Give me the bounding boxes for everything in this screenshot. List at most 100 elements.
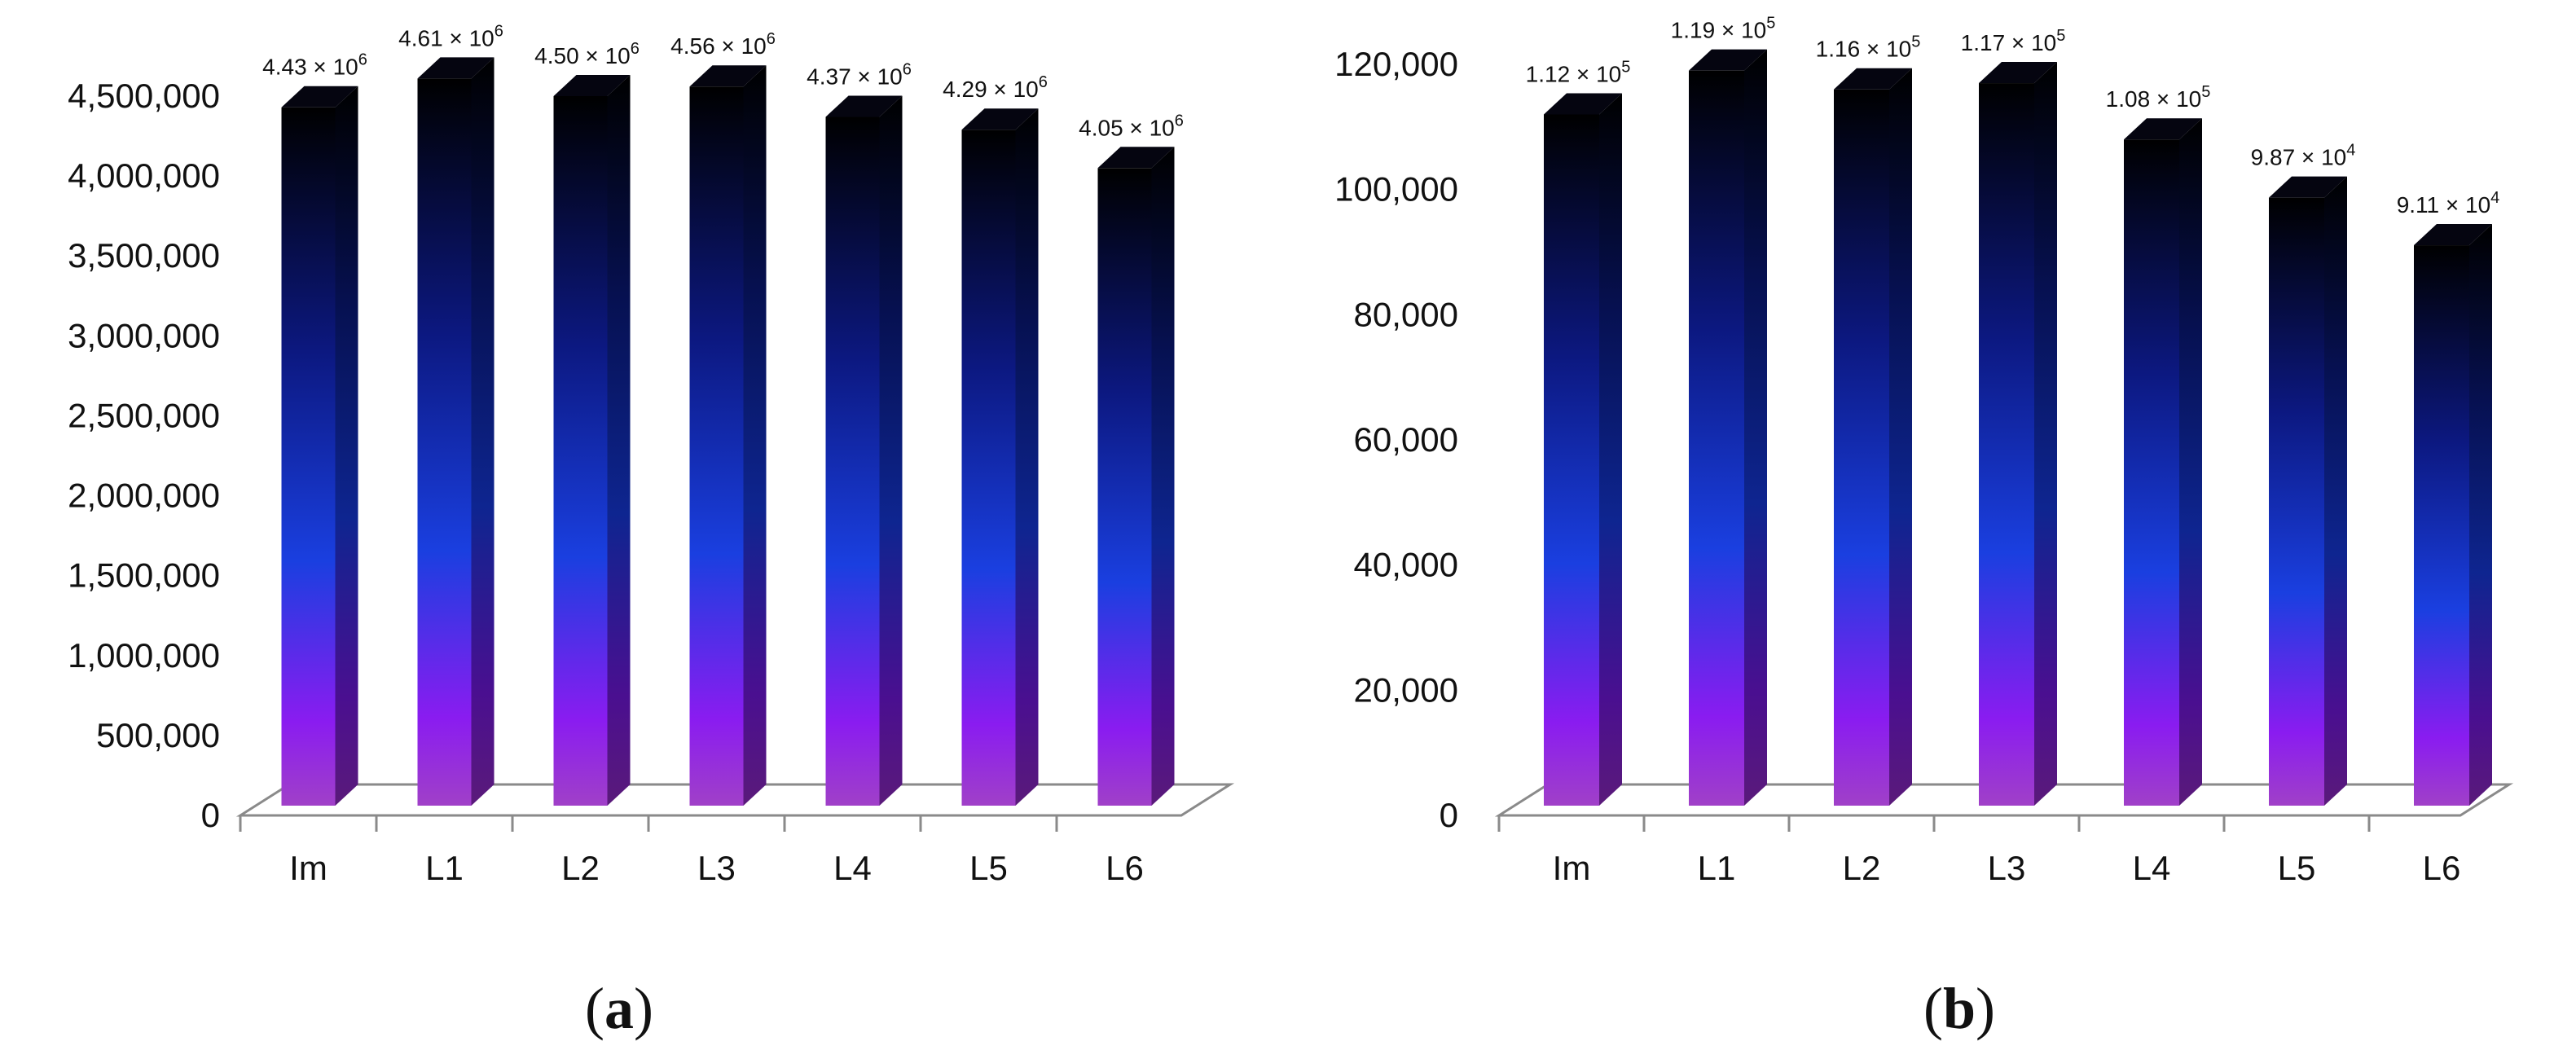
bar [417,57,495,806]
data-label-mantissa: 4.61 × 10 [398,25,495,51]
bar [2269,176,2347,806]
bar-top [417,57,495,79]
data-label-exponent: 6 [903,61,912,79]
bar [1544,93,1622,806]
data-label: 1.16 × 105 [1816,33,1921,62]
x-tick-label: L2 [1843,849,1881,887]
bar-top [825,95,903,117]
bar-side [1744,49,1767,806]
x-tick-label: L6 [2423,849,2461,887]
x-tick-label: L1 [425,849,464,887]
bar-front [689,86,744,806]
bar-front [1544,114,1599,806]
bar-front [281,107,336,806]
data-label-exponent: 4 [2346,142,2355,160]
data-label-mantissa: 4.05 × 10 [1079,115,1175,140]
data-label-mantissa: 4.43 × 10 [262,55,358,80]
bar-side [2179,118,2202,806]
bar [689,65,767,806]
data-label-exponent: 6 [767,30,776,48]
bar-top [281,86,358,108]
bar-top [1097,147,1175,169]
y-tick-label: 4,000,000 [68,156,220,195]
bar-front [2269,197,2324,806]
y-tick-label: 0 [1440,796,1458,834]
bar-side [1599,93,1622,806]
data-label-exponent: 4 [2490,189,2499,207]
x-tick-label: L4 [833,849,872,887]
bar-top [961,108,1039,130]
bar-side [2324,176,2347,806]
data-label-mantissa: 1.12 × 10 [1526,61,1622,86]
bar [825,95,903,806]
data-label-mantissa: 9.87 × 10 [2251,145,2347,170]
y-tick-label: 20,000 [1354,670,1458,709]
y-tick-label: 80,000 [1354,295,1458,333]
bar-side [2034,62,2057,806]
panel-label: (a) [585,976,653,1041]
data-label: 4.29 × 106 [943,73,1048,102]
bar-side [879,95,903,806]
data-label: 1.08 × 105 [2106,83,2211,112]
data-label-mantissa: 4.56 × 10 [670,33,767,59]
y-tick-label: 1,000,000 [68,636,220,675]
data-label-exponent: 6 [358,51,367,69]
bar-front [2414,245,2469,806]
data-label-mantissa: 4.37 × 10 [807,64,903,90]
y-tick-label: 3,500,000 [68,236,220,275]
data-label-exponent: 5 [1766,15,1775,33]
bar-side [1015,108,1039,806]
bar-side [1151,147,1175,806]
data-label: 4.43 × 106 [262,51,367,80]
data-label: 4.50 × 106 [534,40,640,68]
y-tick-label: 60,000 [1354,420,1458,459]
data-label-exponent: 6 [495,22,503,40]
y-tick-label: 40,000 [1354,546,1458,584]
panel-label-letter: a [604,976,634,1041]
bar-top [1689,49,1767,71]
bar-front [961,130,1016,806]
y-tick-label: 3,000,000 [68,316,220,354]
data-label: 4.61 × 106 [398,22,503,51]
panel-label-close-paren: ) [1976,976,1995,1041]
x-tick-label: L6 [1106,849,1144,887]
x-tick-label: Im [1553,849,1591,887]
data-label: 9.11 × 104 [2397,189,2500,218]
bar-side [1889,68,1912,806]
y-tick-label: 500,000 [96,716,220,754]
y-tick-label: 0 [201,796,220,834]
y-tick-label: 2,500,000 [68,396,220,434]
x-tick-label: L1 [1698,849,1736,887]
bar-front [1097,168,1152,806]
data-label: 9.87 × 104 [2251,142,2356,170]
bar-top [2269,176,2347,198]
bar-side [607,75,631,806]
bar-side [2469,224,2492,806]
x-tick-label: L5 [969,849,1008,887]
data-label: 1.19 × 105 [1671,15,1776,43]
data-label: 1.17 × 105 [1961,27,2066,55]
data-label-mantissa: 1.08 × 10 [2106,86,2202,112]
data-label-exponent: 5 [1911,33,1920,51]
bar-front [553,96,608,806]
bar-top [1544,93,1622,115]
bar-front [1979,83,2034,806]
bar [961,108,1039,806]
data-label-mantissa: 1.19 × 10 [1671,18,1767,43]
bar-top [1979,62,2057,84]
bar [1979,62,2057,806]
y-tick-label: 4,500,000 [68,77,220,115]
y-tick-label: 2,000,000 [68,477,220,515]
data-label-exponent: 6 [631,40,640,58]
bar-front [1689,70,1744,806]
x-tick-label: Im [289,849,327,887]
bar-top [689,65,767,87]
panel-label-open-paren: ( [585,976,604,1041]
x-tick-label: L2 [561,849,600,887]
data-label-exponent: 5 [2201,83,2210,101]
bar [281,86,358,806]
bar [2414,224,2492,806]
data-label: 1.12 × 105 [1526,58,1631,86]
bar-top [553,75,631,96]
